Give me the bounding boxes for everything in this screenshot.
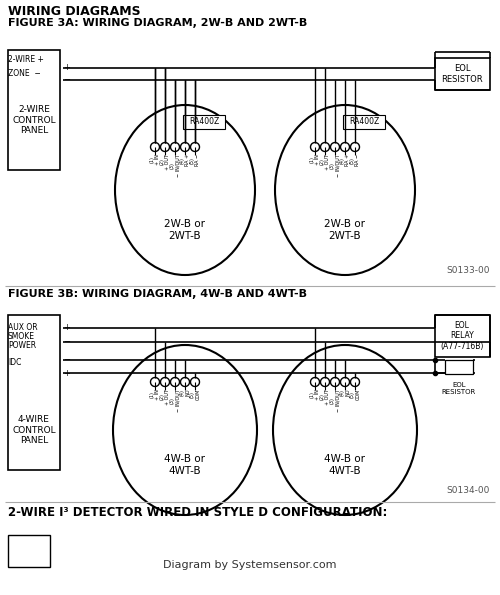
Text: (5)
COM: (5) COM (350, 389, 360, 400)
Text: −: − (63, 337, 70, 346)
Text: (2)
+ OUT: (2) + OUT (160, 154, 170, 170)
Text: +: + (63, 324, 70, 333)
Text: 2W-B or
2WT-B: 2W-B or 2WT-B (324, 219, 366, 241)
Text: (3)
− IN/OUT: (3) − IN/OUT (170, 389, 180, 412)
Text: (5)
RA −: (5) RA − (350, 154, 360, 166)
Text: (1)
+ IN: (1) + IN (310, 389, 320, 400)
Text: 2-WIRE +: 2-WIRE + (8, 55, 44, 64)
Text: EOL
RESISTOR: EOL RESISTOR (441, 64, 483, 84)
Text: S0134-00: S0134-00 (446, 486, 490, 495)
Text: (2)
+ OUT: (2) + OUT (160, 389, 170, 405)
Text: (4)
RA +: (4) RA + (180, 154, 190, 166)
Text: (4)
RA +: (4) RA + (340, 154, 350, 166)
Text: WIRING DIAGRAMS: WIRING DIAGRAMS (8, 5, 140, 18)
Bar (435, 315, 490, 357)
Text: (2)
+ OUT: (2) + OUT (320, 154, 330, 170)
Text: −: − (63, 355, 70, 365)
Text: ZONE  −: ZONE − (8, 68, 41, 77)
Text: (3)
− IN/OUT: (3) − IN/OUT (330, 154, 340, 177)
Text: FIGURE 3A: WIRING DIAGRAM, 2W-B AND 2WT-B: FIGURE 3A: WIRING DIAGRAM, 2W-B AND 2WT-… (8, 18, 307, 28)
Ellipse shape (275, 105, 415, 275)
Text: 2W-B or
2WT-B: 2W-B or 2WT-B (164, 219, 205, 241)
Text: +: + (63, 64, 70, 73)
Text: RA400Z: RA400Z (349, 117, 379, 127)
Bar (445, 360, 473, 374)
Text: FIGURE 3B: WIRING DIAGRAM, 4W-B AND 4WT-B: FIGURE 3B: WIRING DIAGRAM, 4W-B AND 4WT-… (8, 289, 307, 299)
Text: (1)
+ IN: (1) + IN (150, 154, 160, 165)
Bar (8, 535, 50, 567)
Bar (183, 115, 225, 129)
Text: RA400Z: RA400Z (189, 117, 219, 127)
Text: 2-WIRE I³ DETECTOR WIRED IN STYLE D CONFIGURATION:: 2-WIRE I³ DETECTOR WIRED IN STYLE D CONF… (8, 506, 388, 519)
Text: (1)
+ IN: (1) + IN (150, 389, 160, 400)
Text: (4)
NO: (4) NO (340, 389, 350, 396)
Text: SMOKE: SMOKE (8, 332, 35, 341)
Text: 4W-B or
4WT-B: 4W-B or 4WT-B (324, 454, 366, 476)
Text: −: − (63, 76, 70, 84)
Text: EOL
RESISTOR: EOL RESISTOR (442, 382, 476, 395)
Bar (8, 50, 60, 170)
Text: (2)
+ OUT: (2) + OUT (320, 389, 330, 405)
Text: (4)
NO: (4) NO (180, 389, 190, 396)
Bar (8, 315, 60, 470)
Text: AUX OR: AUX OR (8, 323, 38, 332)
Text: 4W-B or
4WT-B: 4W-B or 4WT-B (164, 454, 205, 476)
Text: Diagram by Systemsensor.com: Diagram by Systemsensor.com (163, 560, 337, 570)
Text: (3)
− IN/OUT: (3) − IN/OUT (330, 389, 340, 412)
Text: (5)
RA −: (5) RA − (190, 154, 200, 166)
Ellipse shape (113, 345, 257, 515)
Ellipse shape (273, 345, 417, 515)
Bar (435, 58, 490, 90)
Text: S0133-00: S0133-00 (446, 266, 490, 275)
Text: +: + (63, 368, 70, 377)
Text: (3)
− IN/OUT: (3) − IN/OUT (170, 154, 180, 177)
Text: (1)
+ IN: (1) + IN (310, 154, 320, 165)
Text: (5)
COM: (5) COM (190, 389, 200, 400)
Text: EOL
RELAY
(A77-716B): EOL RELAY (A77-716B) (440, 321, 484, 351)
Text: POWER: POWER (8, 341, 36, 350)
Bar (343, 115, 385, 129)
Text: 4-WIRE
CONTROL
PANEL: 4-WIRE CONTROL PANEL (12, 415, 56, 445)
Text: IDC: IDC (8, 358, 22, 367)
Text: 2-WIRE
CONTROL
PANEL: 2-WIRE CONTROL PANEL (12, 105, 56, 135)
Ellipse shape (115, 105, 255, 275)
